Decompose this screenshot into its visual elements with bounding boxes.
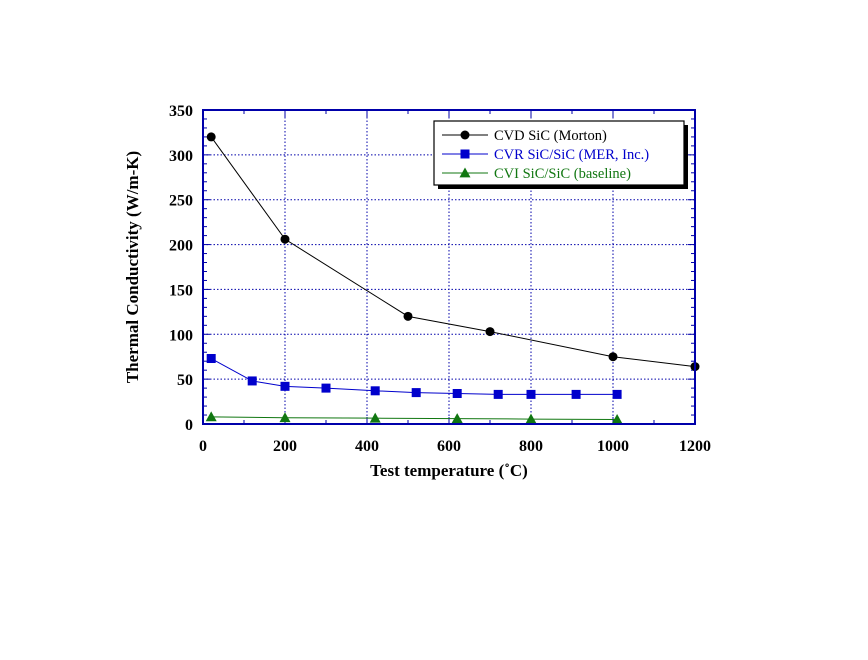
data-point: [611, 414, 623, 424]
legend-marker: [460, 149, 470, 159]
data-point: [206, 132, 216, 142]
plot-frame: [202, 109, 696, 425]
data-point: [205, 411, 217, 422]
data-point: [206, 354, 216, 364]
data-point: [247, 376, 257, 386]
data-point: [411, 388, 421, 398]
y-tick-label: 200: [169, 238, 193, 255]
data-point: [403, 311, 413, 321]
data-point: [370, 386, 380, 396]
y-tick-label: 300: [169, 148, 193, 165]
y-tick-label: 0: [185, 417, 193, 434]
y-tick-label: 50: [177, 372, 193, 389]
data-point: [571, 389, 581, 399]
legend-label: CVR SiC/SiC (MER, Inc.): [494, 147, 649, 163]
x-axis-title: Test temperature (˚C): [370, 461, 528, 480]
series-square: [206, 354, 622, 399]
data-point: [452, 388, 462, 398]
y-tick-label: 250: [169, 193, 193, 210]
x-tick-label: 800: [519, 438, 543, 455]
legend-items: CVD SiC (Morton) CVR SiC/SiC (MER, Inc.) C…: [442, 128, 649, 182]
legend-marker: [460, 130, 470, 140]
data-point: [608, 352, 618, 362]
tick-labels: 0 200 400 600 800 1000 1200 0 50 100 150 200 250 300 3…: [169, 103, 711, 455]
data-point: [451, 413, 463, 424]
data-point: [280, 381, 290, 391]
legend-item: CVD SiC (Morton): [442, 128, 607, 144]
x-tick-label: 600: [437, 438, 461, 455]
y-tick-label: 150: [169, 282, 193, 299]
y-tick-label: 100: [169, 327, 193, 344]
legend-item: CVR SiC/SiC (MER, Inc.): [442, 147, 649, 163]
x-tick-label: 400: [355, 438, 379, 455]
series-triangle: [205, 411, 623, 424]
x-tick-label: 1200: [679, 438, 711, 455]
series-line: [211, 416, 618, 421]
legend-box: [433, 120, 685, 186]
x-tick-label: 1000: [597, 438, 629, 455]
series-group: [205, 132, 700, 424]
legend-label: CVD SiC (Morton): [494, 128, 607, 144]
data-point: [526, 389, 536, 399]
y-tick-label: 350: [169, 103, 193, 120]
data-point: [525, 413, 537, 424]
data-point: [493, 389, 503, 399]
x-tick-label: 200: [273, 438, 297, 455]
data-point: [321, 383, 331, 393]
legend-item: CVI SiC/SiC (baseline): [442, 166, 631, 182]
data-point: [280, 234, 290, 244]
legend-label: CVI SiC/SiC (baseline): [494, 166, 631, 182]
x-tick-label: 0: [199, 438, 207, 455]
legend: CVD SiC (Morton) CVR SiC/SiC (MER, Inc.) C…: [433, 120, 688, 189]
data-point: [485, 327, 495, 337]
series-circle: [206, 132, 700, 372]
series-line: [210, 136, 696, 368]
data-point: [369, 412, 381, 423]
data-point: [279, 412, 291, 423]
data-point: [612, 389, 622, 399]
legend-marker: [459, 167, 471, 178]
y-axis-title: Thermal Conductivity (W/m-K): [123, 151, 142, 383]
